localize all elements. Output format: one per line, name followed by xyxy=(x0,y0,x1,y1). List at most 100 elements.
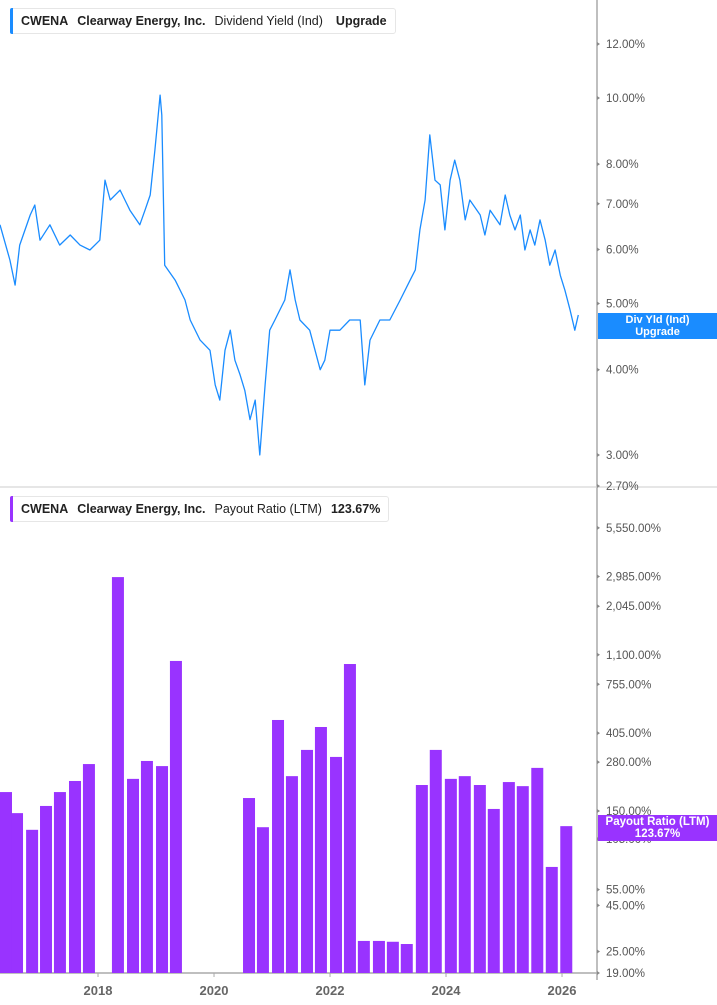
payout-ratio-bar xyxy=(545,866,558,973)
metric-value: 123.67% xyxy=(330,502,381,516)
payout-ratio-bar xyxy=(386,941,399,973)
company-name: Clearway Energy, Inc. xyxy=(77,502,206,516)
payout-ratio-bar xyxy=(415,785,428,973)
y-tick-mark xyxy=(597,731,600,736)
metric-name: Payout Ratio (LTM) xyxy=(214,502,322,516)
payout-ratio-bar xyxy=(40,805,53,973)
y-tick-label: 25.00% xyxy=(606,946,645,958)
series-color-marker xyxy=(10,8,13,34)
x-tick-label: 2024 xyxy=(432,983,462,998)
y-tick-mark xyxy=(597,809,600,814)
yield-value-flag: Div Yld (Ind) Upgrade xyxy=(598,313,717,339)
payout-ratio-bar xyxy=(429,749,442,973)
y-tick-label: 3.00% xyxy=(606,450,639,462)
payout-ratio-bar xyxy=(82,764,95,973)
y-tick-label: 1,100.00% xyxy=(606,650,661,662)
y-tick-mark xyxy=(597,41,600,46)
payout-ratio-bar xyxy=(243,798,256,973)
payout-ratio-bar xyxy=(343,664,356,973)
payout-ratio-bar xyxy=(140,760,153,973)
y-tick-mark xyxy=(597,484,600,488)
y-tick-label: 55.00% xyxy=(606,885,645,897)
payout-ratio-bar xyxy=(357,940,370,973)
y-tick-label: 8.00% xyxy=(606,159,639,171)
payout-ratio-bar xyxy=(314,726,327,973)
metric-name: Dividend Yield (Ind) xyxy=(214,14,323,28)
x-tick-label: 2022 xyxy=(316,983,345,998)
payout-ratio-bar xyxy=(444,778,457,973)
y-tick-mark xyxy=(597,682,600,687)
y-tick-label: 4.00% xyxy=(606,365,639,377)
ticker: CWENA xyxy=(21,14,69,28)
y-tick-mark xyxy=(597,96,600,101)
payout-ratio-bar xyxy=(502,782,515,973)
payout-ratio-bar xyxy=(400,944,413,973)
y-tick-label: 2.70% xyxy=(606,481,639,493)
payout-ratio-bar xyxy=(127,778,140,973)
y-tick-label: 19.00% xyxy=(606,968,645,980)
y-tick-label: 5.00% xyxy=(606,299,639,311)
y-tick-mark xyxy=(597,949,600,954)
flag-label: Payout Ratio (LTM) xyxy=(605,816,710,828)
payout-ratio-bar xyxy=(111,577,124,973)
bottom-chart-header[interactable]: CWENA Clearway Energy, Inc. Payout Ratio… xyxy=(10,496,390,522)
y-tick-mark xyxy=(597,201,600,206)
y-tick-mark xyxy=(597,604,600,609)
x-tick-label: 2020 xyxy=(200,983,229,998)
payout-ratio-bar xyxy=(330,756,343,973)
payout-ratio-bar xyxy=(169,660,182,973)
flag-value: Upgrade xyxy=(635,326,680,338)
y-tick-label: 6.00% xyxy=(606,244,639,256)
payout-ratio-bar xyxy=(372,940,385,973)
y-tick-mark xyxy=(597,760,600,765)
upgrade-link[interactable]: Upgrade xyxy=(335,14,387,28)
y-tick-label: 2,985.00% xyxy=(606,572,661,584)
y-tick-mark xyxy=(597,903,600,908)
y-tick-mark xyxy=(597,301,600,306)
y-tick-mark xyxy=(597,367,600,372)
y-tick-label: 7.00% xyxy=(606,199,639,211)
payout-ratio-bar xyxy=(11,813,24,973)
y-tick-mark xyxy=(597,525,600,530)
payout-ratio-bar xyxy=(256,827,269,973)
series-color-marker xyxy=(10,496,13,522)
y-tick-label: 12.00% xyxy=(606,39,645,51)
payout-ratio-bar xyxy=(156,766,169,973)
y-tick-mark xyxy=(597,574,600,579)
y-tick-mark xyxy=(597,887,600,892)
company-name: Clearway Energy, Inc. xyxy=(77,14,206,28)
x-tick-label: 2026 xyxy=(548,983,577,998)
payout-ratio-bar xyxy=(272,719,285,973)
payout-ratio-bar xyxy=(531,767,544,973)
payout-ratio-bar xyxy=(285,776,298,973)
y-tick-label: 10.00% xyxy=(606,93,645,105)
y-tick-label: 45.00% xyxy=(606,900,645,912)
y-tick-label: 405.00% xyxy=(606,728,651,740)
y-tick-mark xyxy=(597,971,600,975)
top-chart-header[interactable]: CWENA Clearway Energy, Inc. Dividend Yie… xyxy=(10,8,396,34)
y-tick-mark xyxy=(597,162,600,167)
payout-value-flag: Payout Ratio (LTM) 123.67% xyxy=(598,815,717,841)
payout-ratio-bar xyxy=(301,749,314,973)
flag-label: Div Yld (Ind) xyxy=(625,314,690,326)
y-tick-mark xyxy=(597,652,600,657)
dividend-yield-line xyxy=(0,94,579,456)
x-tick-label: 2018 xyxy=(84,983,113,998)
y-tick-label: 2,045.00% xyxy=(606,601,661,613)
payout-ratio-bar xyxy=(26,829,39,973)
payout-ratio-bar xyxy=(487,808,500,973)
flag-value: 123.67% xyxy=(634,828,681,840)
y-tick-label: 5,550.00% xyxy=(606,523,661,535)
payout-ratio-bar xyxy=(53,792,66,973)
y-tick-label: 280.00% xyxy=(606,757,651,769)
y-tick-mark xyxy=(597,453,600,457)
ticker: CWENA xyxy=(21,502,69,516)
payout-ratio-bar xyxy=(69,780,82,973)
y-tick-label: 755.00% xyxy=(606,679,651,691)
payout-ratio-bar xyxy=(516,786,529,973)
payout-ratio-bar xyxy=(0,792,12,973)
payout-ratio-bar xyxy=(560,826,573,973)
payout-ratio-bar xyxy=(473,785,486,973)
